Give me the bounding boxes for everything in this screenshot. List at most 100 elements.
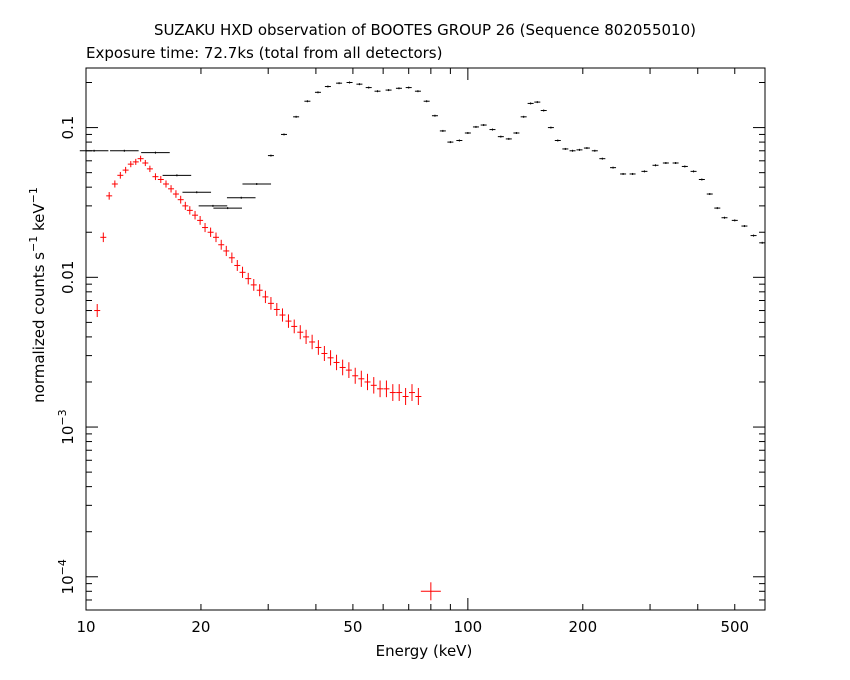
data-point [662, 162, 669, 165]
data-point [339, 359, 346, 376]
data-point [520, 115, 527, 118]
data-point [226, 196, 256, 199]
data-point [152, 173, 159, 181]
data-point [106, 192, 113, 200]
data-point [389, 384, 396, 401]
data-point [314, 91, 321, 94]
x-tick-label: 50 [343, 618, 362, 636]
data-point [303, 329, 310, 345]
data-point [279, 308, 286, 322]
data-point [309, 334, 316, 350]
data-point [327, 350, 334, 366]
data-point [163, 180, 170, 188]
data-point [213, 232, 220, 243]
data-point [186, 206, 193, 215]
data-point [610, 166, 617, 169]
data-point [402, 387, 409, 405]
data-point [213, 207, 242, 210]
data-point [741, 225, 748, 228]
data-point [157, 176, 164, 183]
data-point [439, 129, 446, 132]
data-point [207, 227, 214, 237]
data-point [641, 170, 648, 173]
data-point [383, 380, 390, 398]
data-point [280, 133, 287, 136]
series-0 [94, 155, 441, 601]
chart-subtitle: Exposure time: 72.7ks (total from all de… [86, 44, 443, 62]
data-point [497, 135, 504, 138]
data-point [527, 102, 534, 105]
data-point [562, 147, 569, 150]
data-point [505, 137, 512, 140]
axes [85, 67, 766, 611]
tick-marks [85, 68, 766, 611]
data-point [759, 241, 766, 244]
data-point [168, 185, 175, 193]
data-point [228, 252, 235, 264]
data-point [731, 219, 738, 222]
data-point [721, 216, 728, 219]
data-point [245, 272, 252, 285]
svg-text:10−4: 10−4 [56, 559, 77, 594]
data-point [431, 114, 438, 117]
data-point [182, 201, 189, 210]
data-point [291, 319, 298, 334]
data-point [336, 82, 343, 85]
x-axis-label: Energy (keV) [376, 642, 473, 660]
data-point [415, 387, 422, 405]
chart-title: SUZAKU HXD observation of BOOTES GROUP 2… [154, 21, 696, 39]
data-point [599, 157, 606, 160]
data-point [591, 149, 598, 152]
data-point [250, 278, 257, 291]
data-point [489, 128, 496, 131]
data-points [79, 81, 766, 601]
data-point [620, 172, 627, 175]
y-axis-label: normalized counts s−1 keV−1 [27, 187, 48, 403]
data-point [385, 89, 392, 92]
data-point [540, 109, 547, 112]
x-tick-label: 10 [76, 618, 95, 636]
data-point [714, 207, 721, 210]
svg-text:10−3: 10−3 [56, 409, 77, 444]
x-tick-label: 200 [568, 618, 597, 636]
data-point [192, 210, 199, 220]
data-point [370, 377, 377, 394]
data-point [396, 384, 403, 401]
data-point [377, 380, 384, 398]
data-point [273, 302, 280, 316]
data-point [698, 178, 705, 181]
data-point [304, 100, 311, 103]
data-point [321, 345, 328, 361]
data-point [480, 124, 487, 127]
data-point [146, 165, 153, 173]
data-point [408, 384, 415, 401]
data-point [267, 154, 274, 157]
data-point [141, 151, 170, 154]
data-point [197, 215, 204, 225]
data-point [110, 149, 139, 152]
data-point [750, 234, 757, 237]
data-point [414, 90, 421, 93]
data-point [100, 232, 107, 243]
data-point [218, 239, 225, 250]
data-point [315, 340, 322, 355]
data-point [358, 370, 365, 387]
data-point [297, 325, 304, 340]
data-point [132, 158, 139, 165]
data-point [256, 284, 263, 297]
data-point [293, 115, 300, 118]
data-point [554, 139, 561, 142]
data-point [690, 170, 697, 173]
data-point [262, 290, 269, 304]
data-point [652, 164, 659, 167]
data-point [285, 314, 292, 328]
data-point [202, 222, 209, 233]
data-point [142, 159, 149, 167]
data-point [365, 86, 372, 89]
x-tick-label: 100 [454, 618, 483, 636]
data-point [234, 260, 241, 271]
data-point [583, 147, 590, 150]
data-point [223, 245, 230, 257]
data-point [464, 132, 471, 135]
